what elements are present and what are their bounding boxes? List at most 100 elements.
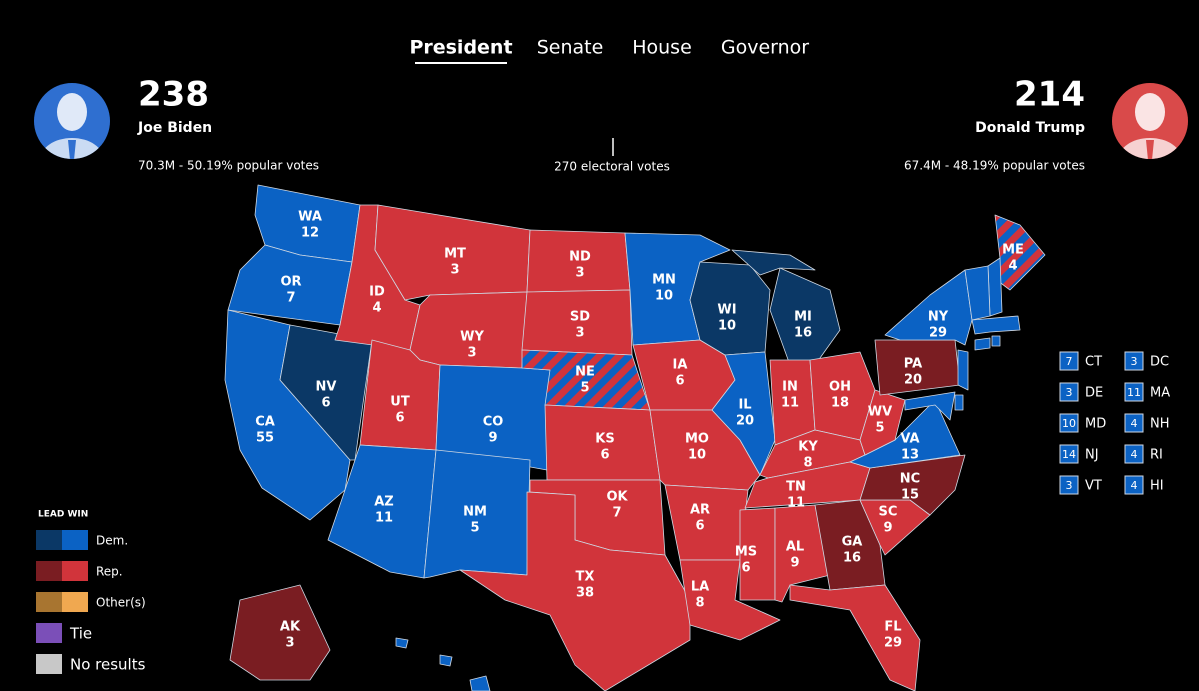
state[interactable] <box>884 269 973 346</box>
small-state-votes: 4 <box>1131 417 1138 430</box>
small-state-item[interactable]: 3 VT <box>1059 475 1102 495</box>
race-tab[interactable]: President <box>409 37 512 59</box>
small-state-item[interactable]: 3 DE <box>1059 382 1103 402</box>
small-state-item[interactable]: 3 DC <box>1124 351 1169 371</box>
state-votes: 4 <box>372 301 381 316</box>
state-votes: 4 <box>1008 259 1017 274</box>
state-abbr: NM <box>463 505 487 520</box>
legend-label: Dem. <box>96 534 128 548</box>
state-votes: 13 <box>901 448 919 463</box>
state-abbr: OK <box>606 490 628 505</box>
state-votes: 3 <box>467 346 476 361</box>
legend-label: Other(s) <box>96 596 146 610</box>
small-state-box <box>1124 444 1144 464</box>
state[interactable] <box>711 351 776 476</box>
candidate-votes: 238 <box>138 75 209 115</box>
state[interactable] <box>859 389 906 456</box>
state-votes: 6 <box>741 561 750 576</box>
small-state-item[interactable]: 4 HI <box>1124 475 1164 495</box>
small-state-votes: 4 <box>1131 448 1138 461</box>
small-state-votes: 3 <box>1066 479 1073 492</box>
small-state-box <box>1124 382 1144 402</box>
small-state-abbr: HI <box>1150 479 1164 494</box>
legend-label: Tie <box>69 625 92 643</box>
small-state-item[interactable]: 4 RI <box>1124 444 1163 464</box>
state-votes: 7 <box>286 291 295 306</box>
race-tab[interactable]: Governor <box>721 37 809 59</box>
small-state-votes: 11 <box>1127 386 1141 399</box>
state[interactable] <box>459 491 691 691</box>
state-votes: 11 <box>787 496 805 511</box>
small-state-item[interactable]: 7 CT <box>1059 351 1102 371</box>
state[interactable] <box>789 584 921 691</box>
state-abbr: MI <box>794 310 812 325</box>
small-state-abbr: MA <box>1150 386 1170 401</box>
state[interactable] <box>859 454 966 516</box>
small-state-item[interactable]: 4 NH <box>1124 413 1170 433</box>
state-abbr: GA <box>842 535 863 550</box>
small-state[interactable] <box>974 337 991 351</box>
state-abbr: IL <box>738 398 751 413</box>
state-abbr: PA <box>904 357 922 372</box>
state-abbr: OR <box>280 275 301 290</box>
state-abbr: WY <box>460 330 484 345</box>
small-state[interactable] <box>987 257 1003 317</box>
small-state[interactable] <box>395 637 491 691</box>
small-state-item[interactable]: 10 MD <box>1059 413 1106 433</box>
state-votes: 20 <box>736 414 754 429</box>
state-votes: 5 <box>470 521 479 536</box>
state-votes: 16 <box>794 326 812 341</box>
state-abbr: UT <box>390 395 410 410</box>
candidate-photo <box>40 93 104 159</box>
small-state-votes: 3 <box>1131 355 1138 368</box>
state-abbr: NC <box>900 472 920 487</box>
state-abbr: CA <box>255 415 275 430</box>
small-state[interactable] <box>957 349 969 391</box>
race-tab[interactable]: Senate <box>537 37 604 59</box>
small-state-abbr: MD <box>1085 417 1106 432</box>
legend-swatch <box>36 561 62 581</box>
small-state-item[interactable]: 14 NJ <box>1059 444 1099 464</box>
small-state-box <box>1059 382 1079 402</box>
state-abbr: SD <box>570 310 590 325</box>
state-votes: 8 <box>803 456 812 471</box>
small-state-votes: 14 <box>1062 448 1076 461</box>
state-votes: 20 <box>904 373 922 388</box>
state-votes: 29 <box>884 636 902 651</box>
state-votes: 9 <box>883 521 892 536</box>
state[interactable] <box>229 584 331 681</box>
state-votes: 11 <box>375 511 393 526</box>
state[interactable] <box>814 499 886 591</box>
small-state[interactable] <box>971 315 1021 335</box>
small-state[interactable] <box>964 265 991 321</box>
small-state-abbr: DE <box>1085 386 1103 401</box>
candidate-name: Donald Trump <box>975 120 1085 136</box>
small-state-box <box>1124 413 1144 433</box>
small-state-box <box>1059 444 1079 464</box>
state-abbr: WV <box>868 405 892 420</box>
small-state[interactable] <box>954 394 964 411</box>
state-abbr: TN <box>786 480 806 495</box>
state-abbr: IA <box>673 358 688 373</box>
threshold-label: 270 electoral votes <box>554 160 670 174</box>
legend-swatch <box>36 654 62 674</box>
small-state[interactable] <box>991 335 1001 347</box>
state-votes: 11 <box>781 396 799 411</box>
state-abbr: WI <box>717 303 736 318</box>
small-state-item[interactable]: 11 MA <box>1124 382 1170 402</box>
state-abbr: WA <box>298 210 322 225</box>
race-tab[interactable]: House <box>632 37 692 59</box>
state-abbr: MT <box>444 247 466 262</box>
state-abbr: IN <box>782 380 798 395</box>
state-abbr: CO <box>483 415 504 430</box>
state-votes: 7 <box>612 506 621 521</box>
popular-votes: 70.3M - 50.19% popular votes <box>138 159 319 173</box>
candidate: 214 Donald Trump 67.4M - 48.19% popular vo… <box>904 75 1188 173</box>
state-votes: 9 <box>790 556 799 571</box>
state-abbr: SC <box>879 505 898 520</box>
state-votes: 16 <box>843 551 861 566</box>
small-state[interactable] <box>904 391 956 421</box>
